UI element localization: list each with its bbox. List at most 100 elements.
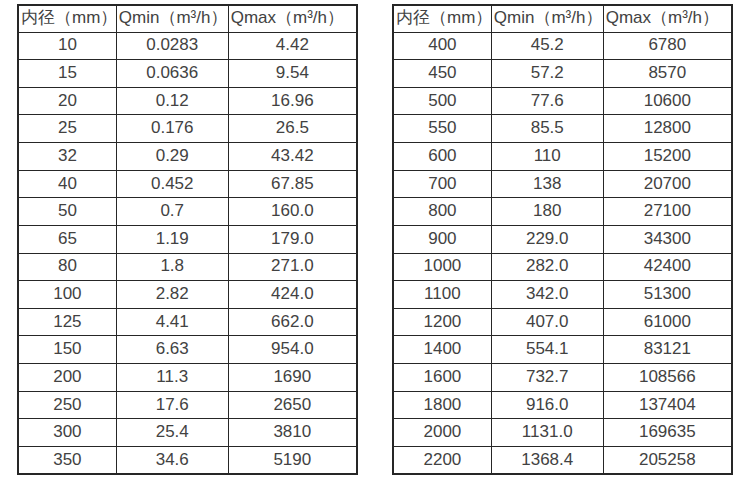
- table-cell: 27100: [603, 198, 732, 226]
- table-cell: 50: [18, 198, 116, 226]
- page: 内径（mm） Qmin（m³/h） Qmax（m³/h） 100.02834.4…: [0, 0, 750, 483]
- table-cell: 34.6: [116, 446, 228, 474]
- table-cell: 80: [18, 253, 116, 281]
- table-cell: 800: [393, 198, 491, 226]
- table-cell: 108566: [603, 364, 732, 392]
- table-row: 22001368.4205258: [393, 446, 732, 474]
- table-cell: 424.0: [228, 281, 357, 309]
- table-row: 500.7160.0: [18, 198, 357, 226]
- table-row: 1100342.051300: [393, 281, 732, 309]
- table-row: 30025.43810: [18, 419, 357, 447]
- table-cell: 85.5: [491, 115, 603, 143]
- table-cell: 61000: [603, 308, 732, 336]
- table-cell: 26.5: [228, 115, 357, 143]
- table-cell: 1131.0: [491, 419, 603, 447]
- table-cell: 400: [393, 32, 491, 60]
- table-row: 250.17626.5: [18, 115, 357, 143]
- table-cell: 12800: [603, 115, 732, 143]
- table-cell: 0.452: [116, 170, 228, 198]
- header-qmin: Qmin（m³/h）: [491, 5, 603, 32]
- table-cell: 138: [491, 170, 603, 198]
- table-cell: 500: [393, 87, 491, 115]
- table-cell: 83121: [603, 336, 732, 364]
- header-inner-diameter: 内径（mm）: [18, 5, 116, 32]
- table-cell: 1690: [228, 364, 357, 392]
- table-cell: 407.0: [491, 308, 603, 336]
- table-cell: 205258: [603, 446, 732, 474]
- table-cell: 15200: [603, 143, 732, 171]
- table-row: 1800916.0137404: [393, 391, 732, 419]
- table-cell: 732.7: [491, 364, 603, 392]
- table-cell: 40: [18, 170, 116, 198]
- table-row: 20001131.0169635: [393, 419, 732, 447]
- table-row: 1000282.042400: [393, 253, 732, 281]
- table-header-row: 内径（mm） Qmin（m³/h） Qmax（m³/h）: [393, 5, 732, 32]
- table-row: 80018027100: [393, 198, 732, 226]
- table-cell: 100: [18, 281, 116, 309]
- table-cell: 43.42: [228, 143, 357, 171]
- header-qmax: Qmax（m³/h）: [603, 5, 732, 32]
- table-row: 651.19179.0: [18, 225, 357, 253]
- flow-table-large-diameters: 内径（mm） Qmin（m³/h） Qmax（m³/h） 40045.26780…: [392, 4, 733, 475]
- table-cell: 57.2: [491, 60, 603, 88]
- header-inner-diameter: 内径（mm）: [393, 5, 491, 32]
- table-cell: 2650: [228, 391, 357, 419]
- table-cell: 550: [393, 115, 491, 143]
- table-cell: 8570: [603, 60, 732, 88]
- table-cell: 125: [18, 308, 116, 336]
- table-cell: 282.0: [491, 253, 603, 281]
- table-header-row: 内径（mm） Qmin（m³/h） Qmax（m³/h）: [18, 5, 357, 32]
- table-cell: 450: [393, 60, 491, 88]
- table-cell: 10600: [603, 87, 732, 115]
- table-row: 400.45267.85: [18, 170, 357, 198]
- table-cell: 42400: [603, 253, 732, 281]
- table-cell: 1.8: [116, 253, 228, 281]
- table-cell: 16.96: [228, 87, 357, 115]
- table-cell: 1200: [393, 308, 491, 336]
- table-row: 1254.41662.0: [18, 308, 357, 336]
- table-cell: 229.0: [491, 225, 603, 253]
- table-row: 40045.26780: [393, 32, 732, 60]
- table-row: 320.2943.42: [18, 143, 357, 171]
- table-cell: 916.0: [491, 391, 603, 419]
- table-cell: 180: [491, 198, 603, 226]
- table-cell: 150: [18, 336, 116, 364]
- table-cell: 67.85: [228, 170, 357, 198]
- table-cell: 1368.4: [491, 446, 603, 474]
- table-row: 25017.62650: [18, 391, 357, 419]
- table-row: 1002.82424.0: [18, 281, 357, 309]
- table-cell: 271.0: [228, 253, 357, 281]
- table-row: 1400554.183121: [393, 336, 732, 364]
- table-cell: 1400: [393, 336, 491, 364]
- table-cell: 0.176: [116, 115, 228, 143]
- table-cell: 954.0: [228, 336, 357, 364]
- table-cell: 0.0636: [116, 60, 228, 88]
- table-row: 55085.512800: [393, 115, 732, 143]
- table-cell: 700: [393, 170, 491, 198]
- table-cell: 25: [18, 115, 116, 143]
- table-cell: 300: [18, 419, 116, 447]
- table-cell: 160.0: [228, 198, 357, 226]
- table-row: 45057.28570: [393, 60, 732, 88]
- table-row: 1200407.061000: [393, 308, 732, 336]
- table-cell: 6.63: [116, 336, 228, 364]
- table-cell: 2200: [393, 446, 491, 474]
- table-row: 60011015200: [393, 143, 732, 171]
- table-cell: 51300: [603, 281, 732, 309]
- table-row: 200.1216.96: [18, 87, 357, 115]
- table-cell: 5190: [228, 446, 357, 474]
- table-row: 50077.610600: [393, 87, 732, 115]
- table-row: 150.06369.54: [18, 60, 357, 88]
- table-cell: 350: [18, 446, 116, 474]
- table-row: 1600732.7108566: [393, 364, 732, 392]
- table-cell: 6780: [603, 32, 732, 60]
- table-cell: 34300: [603, 225, 732, 253]
- table-cell: 200: [18, 364, 116, 392]
- table-cell: 32: [18, 143, 116, 171]
- table-cell: 4.42: [228, 32, 357, 60]
- table-cell: 77.6: [491, 87, 603, 115]
- table-cell: 110: [491, 143, 603, 171]
- table-cell: 250: [18, 391, 116, 419]
- table-cell: 900: [393, 225, 491, 253]
- table-cell: 554.1: [491, 336, 603, 364]
